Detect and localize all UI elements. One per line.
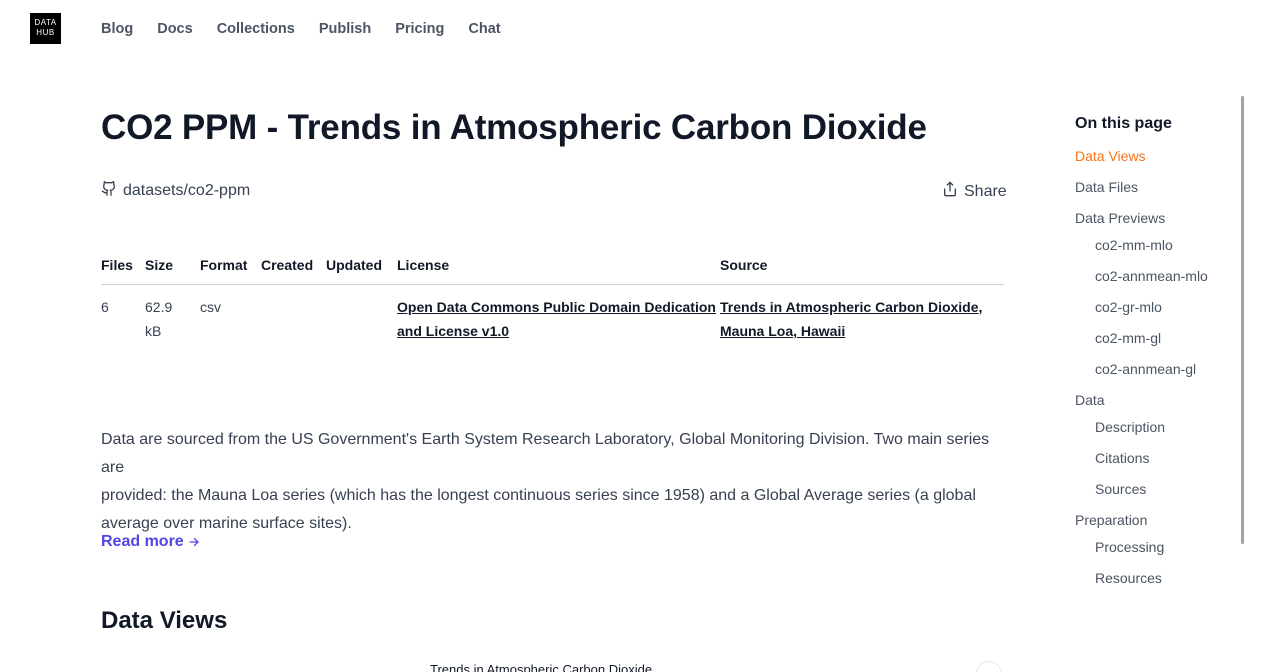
github-icon	[101, 180, 117, 202]
data-views-heading: Data Views	[101, 607, 228, 634]
size-unit: kB	[145, 323, 162, 339]
source-link[interactable]: Trends in Atmospheric Carbon Dioxide, Ma…	[720, 299, 982, 339]
toc-item-co2-mm-gl[interactable]: co2-mm-gl	[1095, 330, 1162, 346]
top-nav: Blog Docs Collections Publish Pricing Ch…	[101, 21, 501, 37]
toc-item-description[interactable]: Description	[1095, 419, 1166, 435]
col-size: Size	[145, 252, 200, 285]
col-license: License	[397, 252, 720, 285]
chart-title: Trends in Atmospheric Carbon Dioxide	[430, 662, 653, 672]
cell-license: Open Data Commons Public Domain Dedicati…	[397, 285, 720, 344]
col-created: Created	[261, 252, 326, 285]
share-button[interactable]: Share	[942, 180, 1007, 203]
nav-docs[interactable]: Docs	[157, 21, 193, 37]
on-this-page-toc: On this page Data Views Data Files Data …	[1075, 115, 1235, 586]
toc-item-sources[interactable]: Sources	[1095, 481, 1147, 497]
cell-format: csv	[200, 299, 221, 315]
col-updated: Updated	[326, 252, 397, 285]
source-line-2: Mauna Loa, Hawaii	[720, 323, 846, 339]
toc-heading: On this page	[1075, 115, 1172, 132]
nav-publish[interactable]: Publish	[318, 21, 372, 37]
license-link[interactable]: Open Data Commons Public Domain Dedicati…	[397, 299, 716, 339]
toc-item-data-views[interactable]: Data Views	[1075, 148, 1146, 164]
meta-header-row: Files Size Format Created Updated Licens…	[101, 252, 1004, 285]
arrow-right-icon	[188, 533, 200, 550]
toc-item-data[interactable]: Data	[1075, 392, 1105, 408]
nav-blog[interactable]: Blog	[101, 21, 134, 37]
table-row: 6 62.9 kB csv Open Data Commons Public D…	[101, 285, 1004, 344]
toc-item-co2-annmean-gl[interactable]: co2-annmean-gl	[1095, 361, 1197, 377]
toc-item-processing[interactable]: Processing	[1095, 539, 1165, 555]
dataset-meta-table: Files Size Format Created Updated Licens…	[101, 252, 1004, 343]
toc-item-resources[interactable]: Resources	[1095, 570, 1162, 586]
description-line-3: average over marine surface sites).	[101, 515, 352, 532]
repo-link[interactable]: datasets/co2-ppm	[101, 180, 250, 202]
datahub-logo[interactable]: DATA HUB	[30, 13, 61, 44]
col-files: Files	[101, 252, 145, 285]
toc-item-co2-mm-mlo[interactable]: co2-mm-mlo	[1095, 237, 1173, 253]
logo-line-2: HUB	[36, 28, 55, 37]
share-icon	[942, 180, 958, 203]
size-value: 62.9	[145, 299, 173, 315]
toc-item-preparation[interactable]: Preparation	[1075, 512, 1148, 528]
toc-item-co2-annmean-mlo[interactable]: co2-annmean-mlo	[1095, 268, 1208, 284]
toc-scrollbar[interactable]	[1241, 96, 1244, 544]
toc-item-data-previews[interactable]: Data Previews	[1075, 210, 1166, 226]
source-line-1: Trends in Atmospheric Carbon Dioxide,	[720, 299, 983, 315]
cell-source: Trends in Atmospheric Carbon Dioxide, Ma…	[720, 285, 1004, 344]
dataset-description: Data are sourced from the US Government'…	[101, 426, 1011, 538]
toc-item-data-files[interactable]: Data Files	[1075, 179, 1139, 195]
nav-chat[interactable]: Chat	[468, 21, 501, 37]
cell-updated	[326, 285, 397, 344]
toc-item-citations[interactable]: Citations	[1095, 450, 1150, 466]
description-line-1: Data are sourced from the US Government'…	[101, 431, 990, 476]
read-more-label: Read more	[101, 533, 184, 550]
description-line-2: provided: the Mauna Loa series (which ha…	[101, 487, 976, 504]
page-title: CO2 PPM - Trends in Atmospheric Carbon D…	[101, 108, 927, 147]
nav-pricing[interactable]: Pricing	[395, 21, 445, 37]
cell-size: 62.9 kB	[145, 285, 200, 344]
license-line-1: Open Data Commons Public Domain Dedicati…	[397, 299, 716, 315]
toc-item-co2-gr-mlo[interactable]: co2-gr-mlo	[1095, 299, 1162, 315]
logo-line-1: DATA	[34, 18, 57, 27]
repo-label: datasets/co2-ppm	[123, 182, 251, 199]
col-source: Source	[720, 252, 1004, 285]
cell-files: 6	[101, 299, 109, 315]
share-label: Share	[964, 182, 1007, 200]
chart-menu-button[interactable]	[976, 661, 1002, 672]
col-format: Format	[200, 252, 261, 285]
cell-created	[261, 285, 326, 344]
read-more-link[interactable]: Read more	[101, 533, 200, 551]
license-line-2: and License v1.0	[397, 323, 510, 339]
nav-collections[interactable]: Collections	[216, 21, 295, 37]
